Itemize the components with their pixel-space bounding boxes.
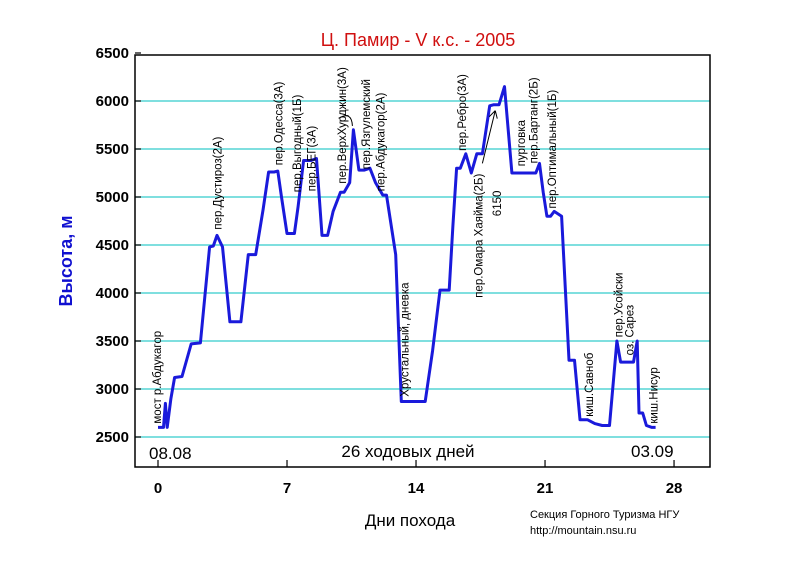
y-tick-label: 6000: [96, 93, 129, 110]
y-tick-label: 3500: [96, 333, 129, 350]
peak-annotation: мост р.Абдукагор: [152, 331, 164, 424]
peak-annotation: 6150: [492, 191, 504, 217]
peak-annotation: пер.Одесса(3А): [273, 81, 285, 165]
y-axis-label: Высота, м: [56, 215, 76, 306]
annotations: мост р.Абдукагор пер.Дустироз(2А) пер.Одес…: [152, 67, 661, 424]
y-tick-label: 3000: [96, 381, 129, 398]
peak-annotation: пер.Усойски: [613, 273, 625, 338]
peak-annotation: киш.Нисур: [649, 367, 661, 423]
plot-frame: [134, 54, 711, 468]
start-date-label: 08.08: [149, 444, 192, 463]
peak-annotation: пер.ВерхХурджин(3А): [337, 67, 349, 184]
x-tick-label: 7: [283, 480, 291, 497]
x-tick-label: 28: [666, 480, 683, 497]
y-tick-label: 5500: [96, 141, 129, 158]
peak-annotation: пер.Выгодный(1Б): [292, 94, 304, 192]
peak-annotation: пер.Дустироз(2А): [213, 136, 225, 229]
arrow-pointer: [338, 115, 353, 126]
elevation-line: [158, 85, 656, 429]
y-tick-label: 4000: [96, 285, 129, 302]
peak-annotation: пер.Абдукагор(2А): [376, 92, 388, 191]
peak-annotation: Хрустальный, дневка: [400, 282, 412, 397]
walking-days-label: 26 ходовых дней: [341, 442, 474, 461]
y-tick-label: 6500: [96, 45, 129, 62]
y-tick-label: 4500: [96, 237, 129, 254]
peak-annotation: пер.Оптимальный(1Б): [547, 90, 559, 209]
peak-annotation: пер.Омара Хаяйма(2Б): [473, 174, 485, 298]
end-date-label: 03.09: [631, 442, 674, 461]
x-tick-label: 0: [154, 480, 162, 497]
y-tick-label: 2500: [96, 429, 129, 446]
x-tick-label: 21: [537, 480, 554, 497]
x-axis-label: Дни похода: [365, 511, 456, 530]
credit-line-2: http://mountain.nsu.ru: [530, 525, 636, 537]
chart-title: Ц. Памир - V к.с. - 2005: [321, 30, 516, 50]
peak-annotation: пер.Язгулемский: [361, 79, 373, 169]
elevation-series: [158, 85, 656, 429]
peak-annotation: пер.Ребро(3А): [457, 74, 469, 151]
axis-ticks: 2500 3000 3500 4000 4500 5000 5500 6000 6500 0 7 14…: [96, 45, 683, 497]
credit-line-1: Секция Горного Туризма НГУ: [530, 509, 680, 521]
y-tick-label: 5000: [96, 189, 129, 206]
peak-annotation: пер.Бартанг(2Б): [529, 77, 541, 163]
peak-annotation: оз. Сарез: [625, 305, 637, 356]
peak-annotation: пурговка: [516, 119, 528, 166]
grid-lines: [135, 100, 710, 438]
peak-annotation: киш.Савноб: [584, 352, 596, 417]
peak-annotation: пер.БЕГ(3А): [307, 126, 319, 192]
arrow-pointer: [481, 110, 498, 164]
x-tick-label: 14: [408, 480, 425, 497]
